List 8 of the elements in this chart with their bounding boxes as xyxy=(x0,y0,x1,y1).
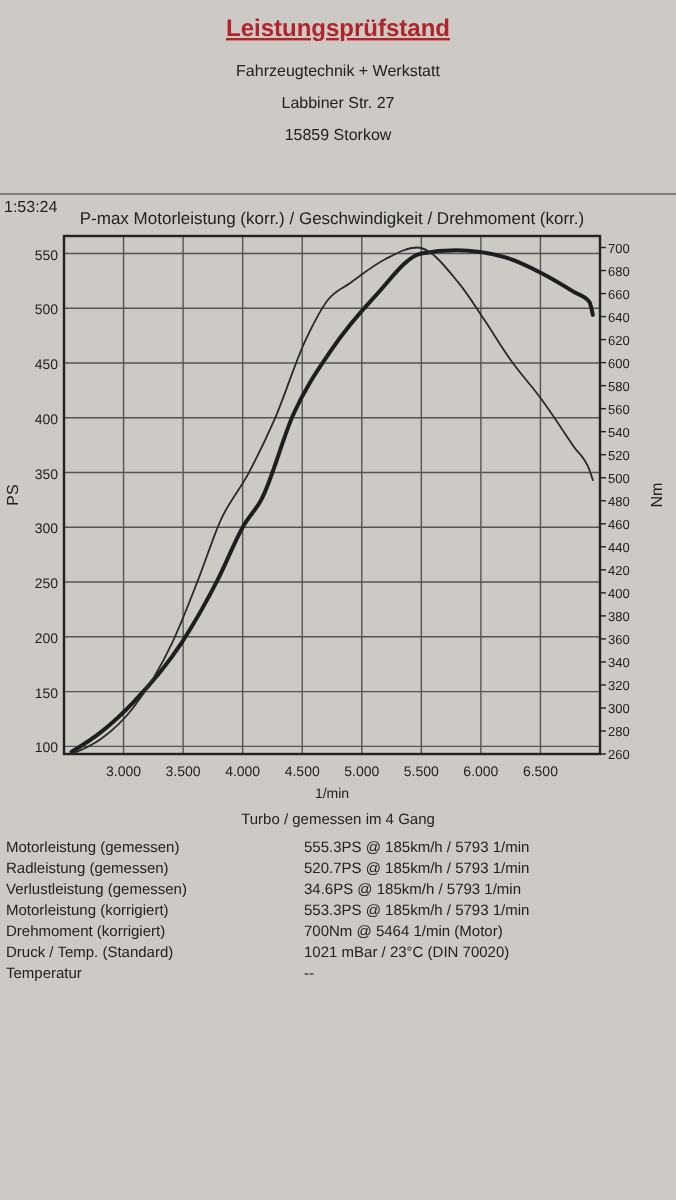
y2-axis-title: Nm xyxy=(648,481,666,508)
text: 1:53:24 xyxy=(4,198,59,216)
chart-title: P-max Motorleistung (korr.) / Geschwindigkeit / Drehmoment (korr.) xyxy=(79,208,585,228)
text: 15859 Storkow xyxy=(284,126,392,144)
text: Labbiner Str. 27 xyxy=(281,94,396,112)
y-axis-title: PS xyxy=(4,484,22,506)
text: Leistungsprüfstand xyxy=(225,14,451,42)
text: Fahrzeugtechnik + Werkstatt xyxy=(236,62,442,80)
